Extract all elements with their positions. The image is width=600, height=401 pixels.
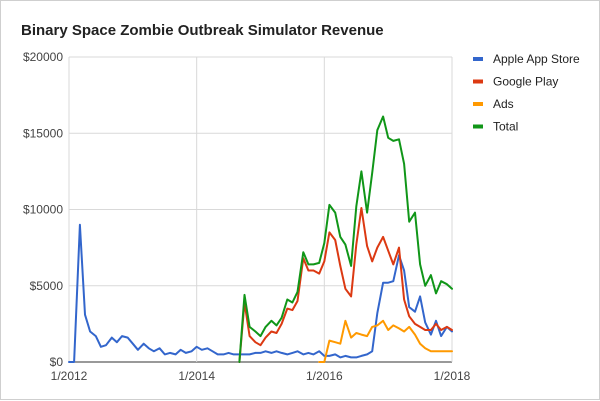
series-line-total[interactable] xyxy=(238,115,453,363)
grid-layer xyxy=(68,56,453,363)
chart-title: Binary Space Zombie Outbreak Simulator R… xyxy=(21,22,384,39)
legend-item-total[interactable]: Total xyxy=(473,120,518,134)
y-tick-label: $10000 xyxy=(23,203,63,217)
legend-swatch xyxy=(473,57,483,61)
legend-label: Total xyxy=(493,120,518,134)
x-tick-label: 1/2012 xyxy=(51,369,88,383)
legend-swatch xyxy=(473,79,483,84)
legend-swatch xyxy=(473,124,483,129)
y-tick-label: $5000 xyxy=(30,279,64,293)
legend[interactable]: Apple App Store Google Play Ads Total xyxy=(473,52,580,134)
y-tick-label: $20000 xyxy=(23,50,63,64)
legend-item-google-play[interactable]: Google Play xyxy=(473,75,558,89)
series-line-ads[interactable] xyxy=(318,319,453,363)
legend-label: Google Play xyxy=(493,75,558,89)
axis-layer: $0 $5000 $10000 $15000 $20000 1/2012 1/2014 1/2… xyxy=(23,50,471,383)
legend-label: Ads xyxy=(493,97,514,111)
legend-swatch xyxy=(473,102,483,106)
series-layer xyxy=(68,115,453,363)
y-tick-label: $15000 xyxy=(23,126,63,140)
x-tick-label: 1/2018 xyxy=(434,369,471,383)
x-tick-label: 1/2014 xyxy=(178,369,215,383)
series-line-google-play[interactable] xyxy=(238,207,453,363)
series-line-apple-app-store[interactable] xyxy=(68,223,453,363)
legend-item-apple-app-store[interactable]: Apple App Store xyxy=(473,52,580,66)
y-tick-label: $0 xyxy=(50,355,64,369)
legend-item-ads[interactable]: Ads xyxy=(473,97,514,111)
x-tick-label: 1/2016 xyxy=(306,369,343,383)
legend-label: Apple App Store xyxy=(493,52,580,66)
